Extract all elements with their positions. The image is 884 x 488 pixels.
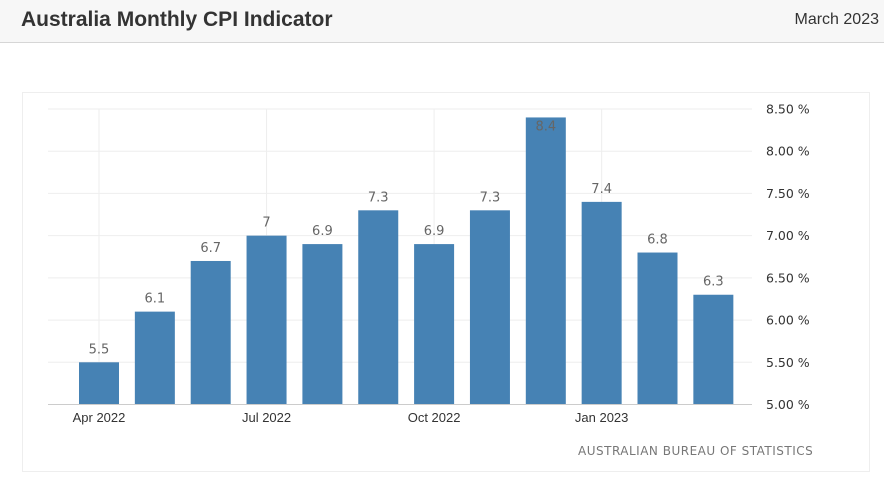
y-tick-label: 7.50 % [766,186,810,201]
bar [134,311,175,405]
bar [79,362,119,405]
bar [190,260,231,405]
page-title: Australia Monthly CPI Indicator [21,8,333,31]
bar-data-label: 8.4 [535,119,556,134]
bar [302,244,343,405]
bar-data-label: 6.9 [424,224,445,239]
x-tick-label: Apr 2022 [73,410,126,425]
y-tick-label: 6.00 % [766,313,810,328]
y-tick-label: 7.00 % [766,228,810,243]
x-tick-label: Jan 2023 [575,410,629,425]
bar-data-label: 7.3 [368,190,389,205]
bar-data-label: 5.5 [89,342,110,357]
bar-data-label: 6.7 [200,241,221,256]
bar [581,201,622,405]
y-tick-label: 5.00 % [766,397,810,412]
y-tick-label: 5.50 % [766,355,810,370]
bar-data-label: 7.3 [480,190,501,205]
chart-panel [22,92,870,472]
bar [246,235,287,405]
x-tick-label: Jul 2022 [242,410,291,425]
bar [693,294,734,405]
source-label: AUSTRALIAN BUREAU OF STATISTICS [578,444,814,458]
header-bar: Australia Monthly CPI Indicator March 20… [0,0,884,43]
bar [358,210,399,405]
bar [637,252,678,405]
bar-data-label: 7.4 [591,182,612,197]
y-tick-label: 8.50 % [766,102,810,117]
bar-data-label: 6.8 [647,233,668,248]
date-label: March 2023 [794,11,880,28]
bar [414,244,455,405]
bar [525,117,566,405]
bar-data-label: 6.9 [312,224,333,239]
bar-data-label: 7 [262,216,270,231]
y-tick-label: 8.00 % [766,144,810,159]
y-tick-label: 6.50 % [766,270,810,285]
x-tick-label: Oct 2022 [408,410,461,425]
bar-data-label: 6.1 [145,292,166,307]
bar-data-label: 6.3 [703,275,724,290]
bar [469,210,510,405]
